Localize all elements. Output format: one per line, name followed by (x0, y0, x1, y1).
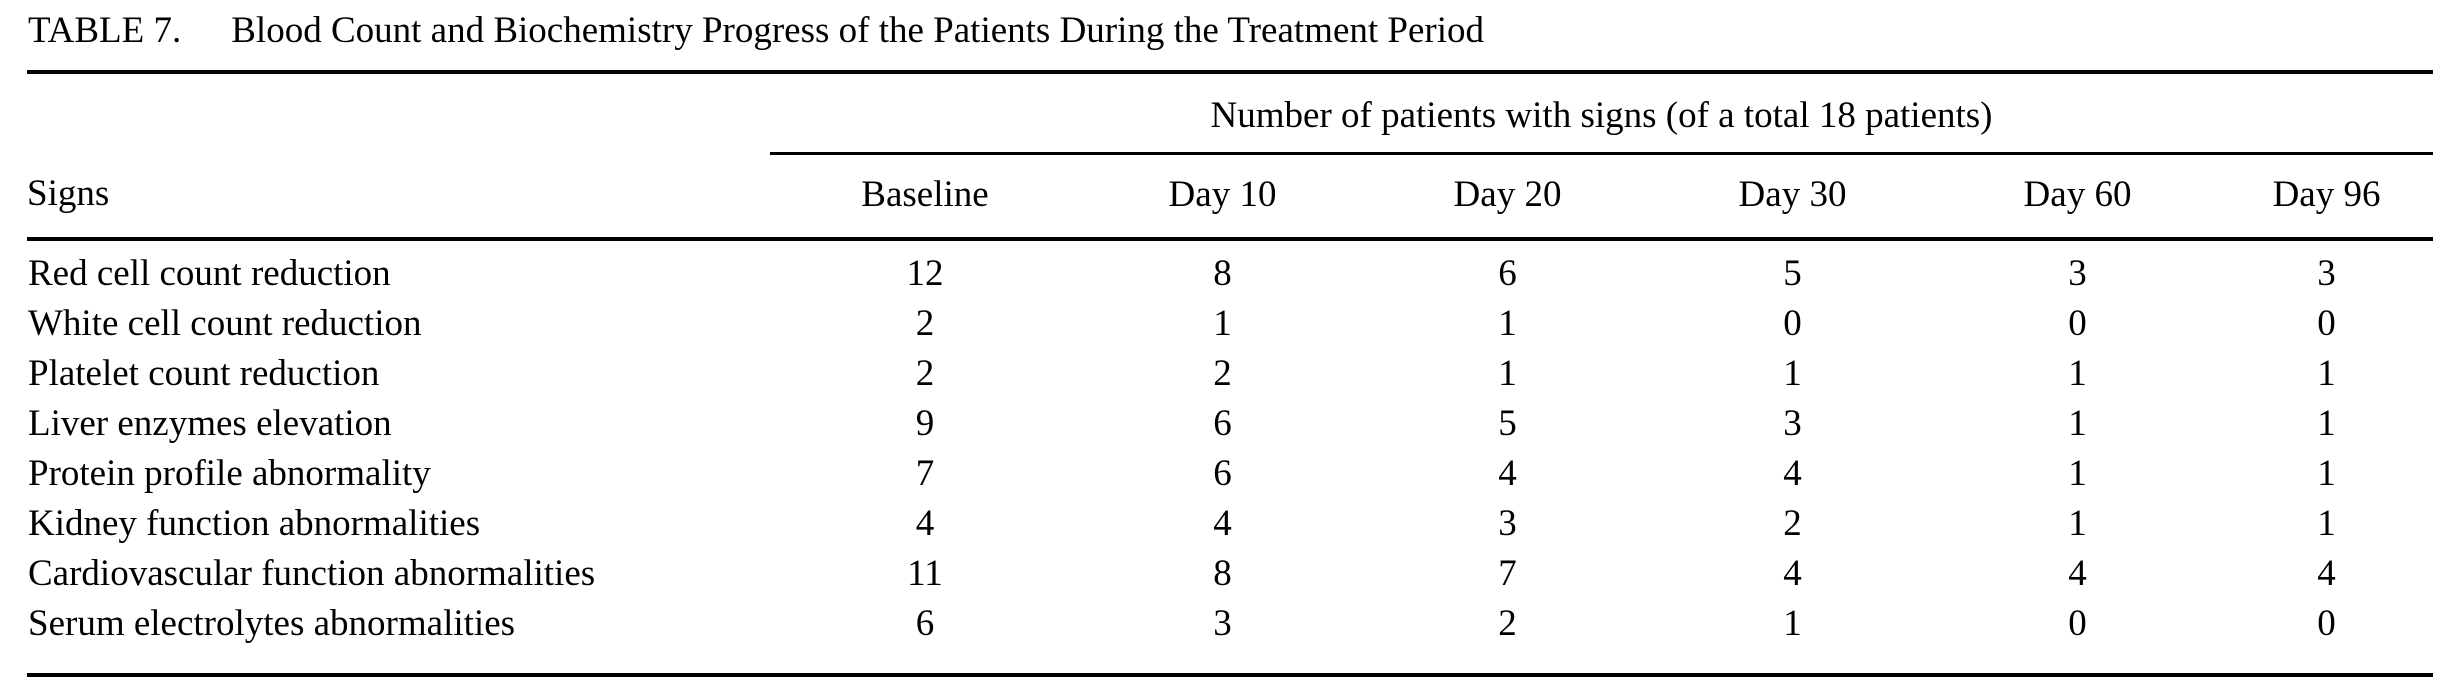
value-cell: 1 (2317, 403, 2336, 444)
value-cell: 3 (1498, 503, 1517, 544)
table-row: Liver enzymes elevation 9 6 5 3 1 1 (27, 399, 2433, 449)
column-header-day96: Day 96 (2220, 153, 2434, 241)
value-cell: 1 (1783, 603, 1802, 644)
value-cell: 3 (2317, 253, 2336, 294)
table-row: White cell count reduction 2 1 1 0 0 0 (27, 299, 2433, 349)
sign-label: Red cell count reduction (28, 253, 391, 294)
table-row: Kidney function abnormalities 4 4 3 2 1 1 (27, 499, 2433, 549)
value-cell: 0 (2317, 603, 2336, 644)
spanner-stub (27, 74, 770, 154)
value-cell: 2 (1213, 353, 1232, 394)
sign-label: Cardiovascular function abnormalities (28, 553, 596, 594)
value-cell: 5 (1783, 253, 1802, 294)
sign-label: Kidney function abnormalities (28, 503, 481, 544)
table-row: Serum electrolytes abnormalities 6 3 2 1 0 0 (27, 599, 2433, 649)
value-cell: 11 (907, 553, 943, 594)
value-cell: 1 (2317, 503, 2336, 544)
value-cell: 1 (2317, 453, 2336, 494)
table-number: TABLE 7. (28, 10, 182, 51)
value-cell: 9 (915, 403, 935, 444)
value-cell: 1 (1498, 303, 1517, 344)
value-cell: 5 (1498, 403, 1517, 444)
value-cell: 0 (2317, 303, 2336, 344)
spanning-header-row: Number of patients with signs (of a tota… (27, 74, 2434, 155)
sign-label: Protein profile abnormality (28, 453, 431, 494)
column-header-signs: Signs (27, 153, 770, 241)
value-cell: 0 (2068, 603, 2087, 644)
value-cell: 2 (915, 303, 935, 344)
value-cell: 8 (1213, 553, 1232, 594)
value-cell: 1 (1498, 353, 1517, 394)
value-cell: 1 (2068, 453, 2087, 494)
column-header-day20: Day 20 (1365, 153, 1650, 241)
column-header-day60: Day 60 (1935, 153, 2220, 241)
value-cell: 3 (1783, 403, 1802, 444)
value-cell: 1 (1213, 303, 1232, 344)
value-cell: 6 (1213, 403, 1232, 444)
table-row: Protein profile abnormality 7 6 4 4 1 1 (27, 449, 2433, 499)
column-header-row: Signs Baseline Day 10 Day 20 Day 30 Day … (27, 153, 2434, 241)
value-cell: 4 (2317, 553, 2336, 594)
value-cell: 1 (2068, 403, 2087, 444)
value-cell: 0 (2068, 303, 2087, 344)
value-cell: 3 (2068, 253, 2087, 294)
column-header-day10: Day 10 (1080, 153, 1365, 241)
data-table: Number of patients with signs (of a tota… (27, 74, 2434, 649)
value-cell: 7 (1498, 553, 1517, 594)
table-title: Blood Count and Biochemistry Progress of… (231, 10, 1485, 51)
value-cell: 3 (1213, 603, 1232, 644)
value-cell: 4 (915, 503, 935, 544)
value-cell: 4 (2068, 553, 2087, 594)
value-cell: 0 (1783, 303, 1802, 344)
value-cell: 4 (1783, 553, 1802, 594)
table-row: Red cell count reduction 12 8 6 5 3 3 (27, 239, 2433, 299)
value-cell: 2 (1783, 503, 1802, 544)
column-header-day30: Day 30 (1650, 153, 1935, 241)
bottom-rule (27, 673, 2433, 677)
value-cell: 12 (906, 253, 944, 294)
value-cell: 6 (1498, 253, 1517, 294)
value-cell: 8 (1213, 253, 1232, 294)
table-caption: TABLE 7. Blood Count and Biochemistry Pro… (27, 0, 2433, 74)
sign-label: Platelet count reduction (28, 353, 380, 394)
value-cell: 1 (2068, 353, 2087, 394)
sign-label: Liver enzymes elevation (28, 403, 392, 444)
sign-label: White cell count reduction (28, 303, 422, 344)
table-body: Red cell count reduction 12 8 6 5 3 3 White cel… (27, 239, 2433, 649)
value-cell: 4 (1213, 503, 1232, 544)
table-row: Cardiovascular function abnormalities 11 8… (27, 549, 2433, 599)
value-cell: 2 (915, 353, 935, 394)
value-cell: 6 (915, 603, 935, 644)
sign-label: Serum electrolytes abnormalities (28, 603, 516, 644)
value-cell: 7 (915, 453, 935, 494)
value-cell: 1 (1783, 353, 1802, 394)
table-row: Platelet count reduction 2 2 1 1 1 1 (27, 349, 2433, 399)
value-cell: 1 (2068, 503, 2087, 544)
value-cell: 2 (1498, 603, 1517, 644)
value-cell: 1 (2317, 353, 2336, 394)
value-cell: 4 (1498, 453, 1517, 494)
column-header-baseline: Baseline (770, 153, 1080, 241)
value-cell: 6 (1213, 453, 1232, 494)
value-cell: 4 (1783, 453, 1802, 494)
spanning-header: Number of patients with signs (of a tota… (770, 74, 2434, 155)
